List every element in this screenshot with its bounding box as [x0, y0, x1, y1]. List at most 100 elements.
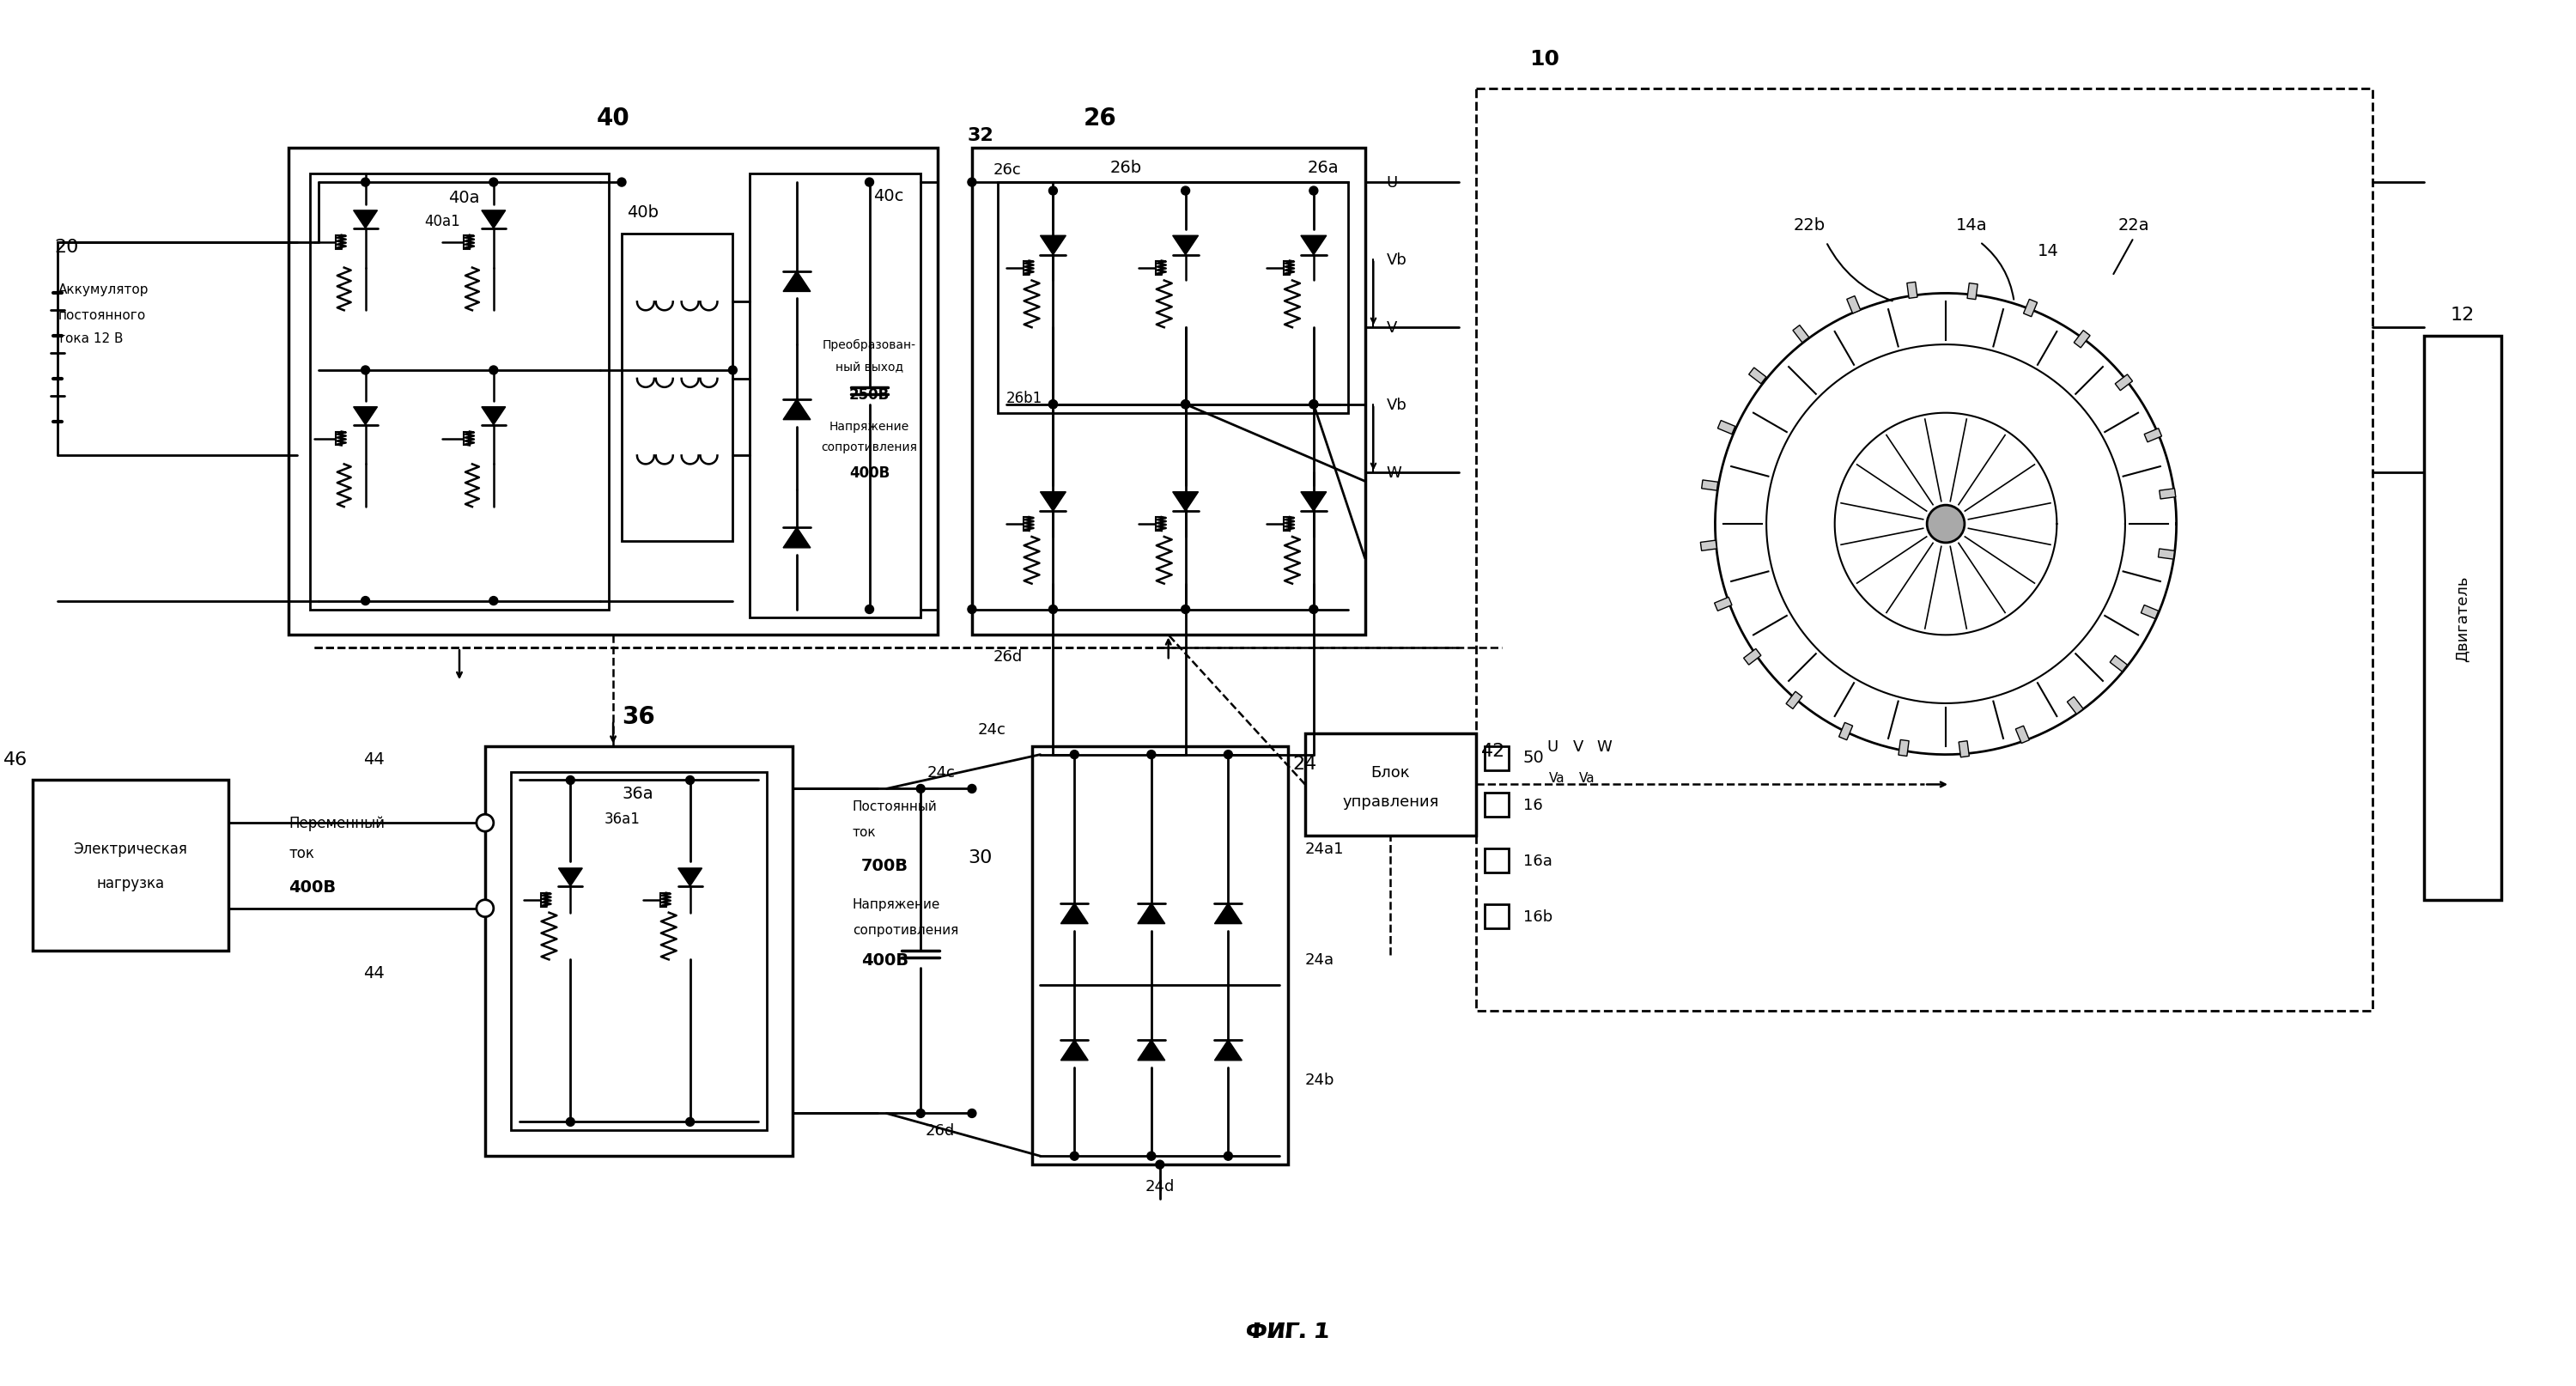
- Text: 22b: 22b: [1793, 218, 1824, 234]
- Polygon shape: [353, 407, 379, 426]
- Text: Блок: Блок: [1370, 764, 1409, 780]
- Text: 400В: 400В: [860, 952, 909, 967]
- Circle shape: [969, 1109, 976, 1117]
- Circle shape: [685, 1117, 696, 1127]
- Text: 36: 36: [623, 704, 654, 729]
- Circle shape: [1927, 506, 1965, 543]
- Bar: [659, 893, 665, 906]
- Text: 26d: 26d: [994, 649, 1023, 664]
- Circle shape: [1309, 606, 1319, 614]
- Bar: [1157, 262, 1162, 274]
- Text: сопротивления: сопротивления: [853, 923, 958, 937]
- Text: Постоянный: Постоянный: [853, 800, 938, 812]
- Text: 40c: 40c: [873, 187, 904, 204]
- Text: 50: 50: [1522, 750, 1543, 765]
- Bar: [1476, 89, 2372, 1010]
- Text: 12: 12: [2450, 306, 2476, 324]
- Circle shape: [1309, 401, 1319, 409]
- Text: 22a: 22a: [2117, 218, 2148, 234]
- Circle shape: [618, 179, 626, 187]
- Text: ный выход: ный выход: [835, 360, 904, 373]
- Bar: [2143, 428, 2161, 442]
- Text: W: W: [1597, 739, 1613, 754]
- Text: ФИГ. 1: ФИГ. 1: [1247, 1321, 1329, 1342]
- Circle shape: [1224, 751, 1231, 760]
- Circle shape: [489, 597, 497, 606]
- Bar: [2159, 489, 2177, 499]
- Text: 24c: 24c: [927, 764, 956, 780]
- Text: ФИГ. 1: ФИГ. 1: [1247, 1321, 1329, 1342]
- Bar: [1306, 733, 1476, 836]
- Circle shape: [1157, 1160, 1164, 1168]
- Bar: [541, 893, 546, 906]
- Bar: [1484, 904, 1510, 929]
- Bar: [2424, 337, 2501, 900]
- Circle shape: [1069, 751, 1079, 760]
- Text: 44: 44: [363, 965, 384, 981]
- Text: Vb: Vb: [1386, 398, 1406, 413]
- Circle shape: [361, 179, 371, 187]
- Bar: [1958, 742, 1968, 758]
- Polygon shape: [783, 399, 811, 420]
- Circle shape: [489, 366, 497, 376]
- Polygon shape: [1301, 236, 1327, 255]
- Bar: [2115, 376, 2133, 391]
- Text: 16b: 16b: [1522, 909, 1553, 924]
- Circle shape: [729, 366, 737, 376]
- Circle shape: [685, 776, 696, 784]
- Text: 26c: 26c: [994, 162, 1023, 177]
- Polygon shape: [559, 869, 582, 887]
- Circle shape: [866, 606, 873, 614]
- Circle shape: [1048, 606, 1056, 614]
- Bar: [289, 148, 938, 635]
- Bar: [1744, 649, 1762, 665]
- Text: 14a: 14a: [1955, 218, 1986, 234]
- Circle shape: [969, 179, 976, 187]
- Bar: [2074, 331, 2089, 348]
- Text: 42: 42: [1481, 742, 1504, 760]
- Text: 14: 14: [2038, 243, 2058, 259]
- Circle shape: [567, 776, 574, 784]
- Circle shape: [477, 900, 495, 918]
- Text: ток: ток: [853, 825, 876, 839]
- Text: 26b: 26b: [1110, 159, 1141, 176]
- Text: V: V: [1574, 739, 1584, 754]
- Circle shape: [477, 815, 495, 832]
- Bar: [2159, 549, 2174, 560]
- Bar: [335, 432, 340, 446]
- Bar: [1793, 326, 1808, 344]
- Text: 24: 24: [1293, 755, 1316, 772]
- Text: сопротивления: сопротивления: [822, 442, 917, 453]
- Bar: [1968, 284, 1978, 301]
- Bar: [2066, 697, 2084, 714]
- Bar: [33, 780, 229, 951]
- Text: Переменный: Переменный: [289, 815, 384, 832]
- Polygon shape: [482, 211, 505, 229]
- Text: 16: 16: [1522, 797, 1543, 814]
- Bar: [1839, 723, 1852, 740]
- Circle shape: [917, 784, 925, 793]
- Polygon shape: [1061, 1040, 1087, 1060]
- Text: 40a: 40a: [448, 190, 479, 207]
- Bar: [1785, 692, 1803, 710]
- Text: управления: управления: [1342, 794, 1440, 809]
- Text: 26: 26: [1084, 107, 1118, 130]
- Text: 26a: 26a: [1309, 159, 1340, 176]
- Bar: [1283, 517, 1288, 531]
- Bar: [510, 772, 768, 1131]
- Text: U: U: [1386, 175, 1399, 191]
- Text: U: U: [1548, 739, 1558, 754]
- Text: 40: 40: [598, 107, 629, 130]
- Circle shape: [361, 597, 371, 606]
- Bar: [1718, 421, 1736, 435]
- Bar: [1283, 262, 1288, 274]
- Text: Аккумулятор: Аккумулятор: [57, 283, 149, 297]
- Circle shape: [1048, 401, 1056, 409]
- Bar: [1023, 517, 1028, 531]
- Polygon shape: [1061, 904, 1087, 924]
- Bar: [1847, 297, 1860, 315]
- Polygon shape: [783, 272, 811, 292]
- Text: 26b1: 26b1: [1007, 391, 1043, 406]
- Circle shape: [917, 1109, 925, 1117]
- Circle shape: [1048, 187, 1056, 195]
